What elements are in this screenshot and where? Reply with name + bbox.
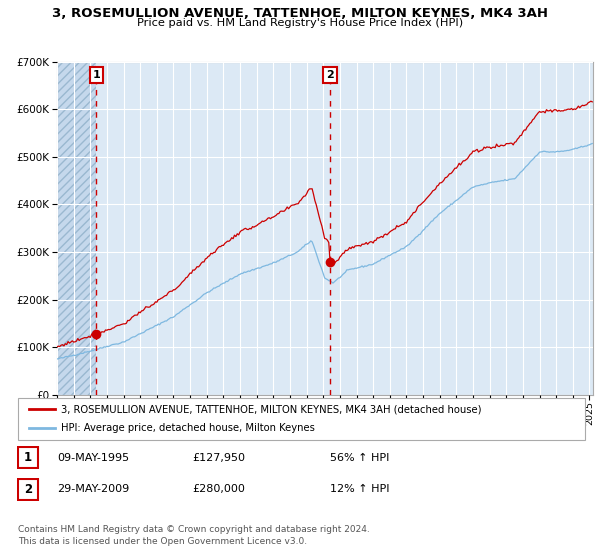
Text: 12% ↑ HPI: 12% ↑ HPI [330,484,389,494]
Bar [57,62,97,395]
Text: 3, ROSEMULLION AVENUE, TATTENHOE, MILTON KEYNES, MK4 3AH: 3, ROSEMULLION AVENUE, TATTENHOE, MILTON… [52,7,548,20]
FancyBboxPatch shape [18,479,38,500]
Text: 1: 1 [92,70,100,80]
Text: 56% ↑ HPI: 56% ↑ HPI [330,452,389,463]
Text: 2: 2 [24,483,32,496]
Text: HPI: Average price, detached house, Milton Keynes: HPI: Average price, detached house, Milt… [61,423,314,433]
Text: Price paid vs. HM Land Registry's House Price Index (HPI): Price paid vs. HM Land Registry's House … [137,18,463,28]
Text: 1: 1 [24,451,32,464]
FancyBboxPatch shape [18,398,585,440]
Text: 2: 2 [326,70,334,80]
Text: 29-MAY-2009: 29-MAY-2009 [57,484,129,494]
Text: £127,950: £127,950 [192,452,245,463]
Text: £280,000: £280,000 [192,484,245,494]
FancyBboxPatch shape [18,447,38,468]
Text: 09-MAY-1995: 09-MAY-1995 [57,452,129,463]
Text: Contains HM Land Registry data © Crown copyright and database right 2024.
This d: Contains HM Land Registry data © Crown c… [18,525,370,546]
Text: 3, ROSEMULLION AVENUE, TATTENHOE, MILTON KEYNES, MK4 3AH (detached house): 3, ROSEMULLION AVENUE, TATTENHOE, MILTON… [61,404,481,414]
